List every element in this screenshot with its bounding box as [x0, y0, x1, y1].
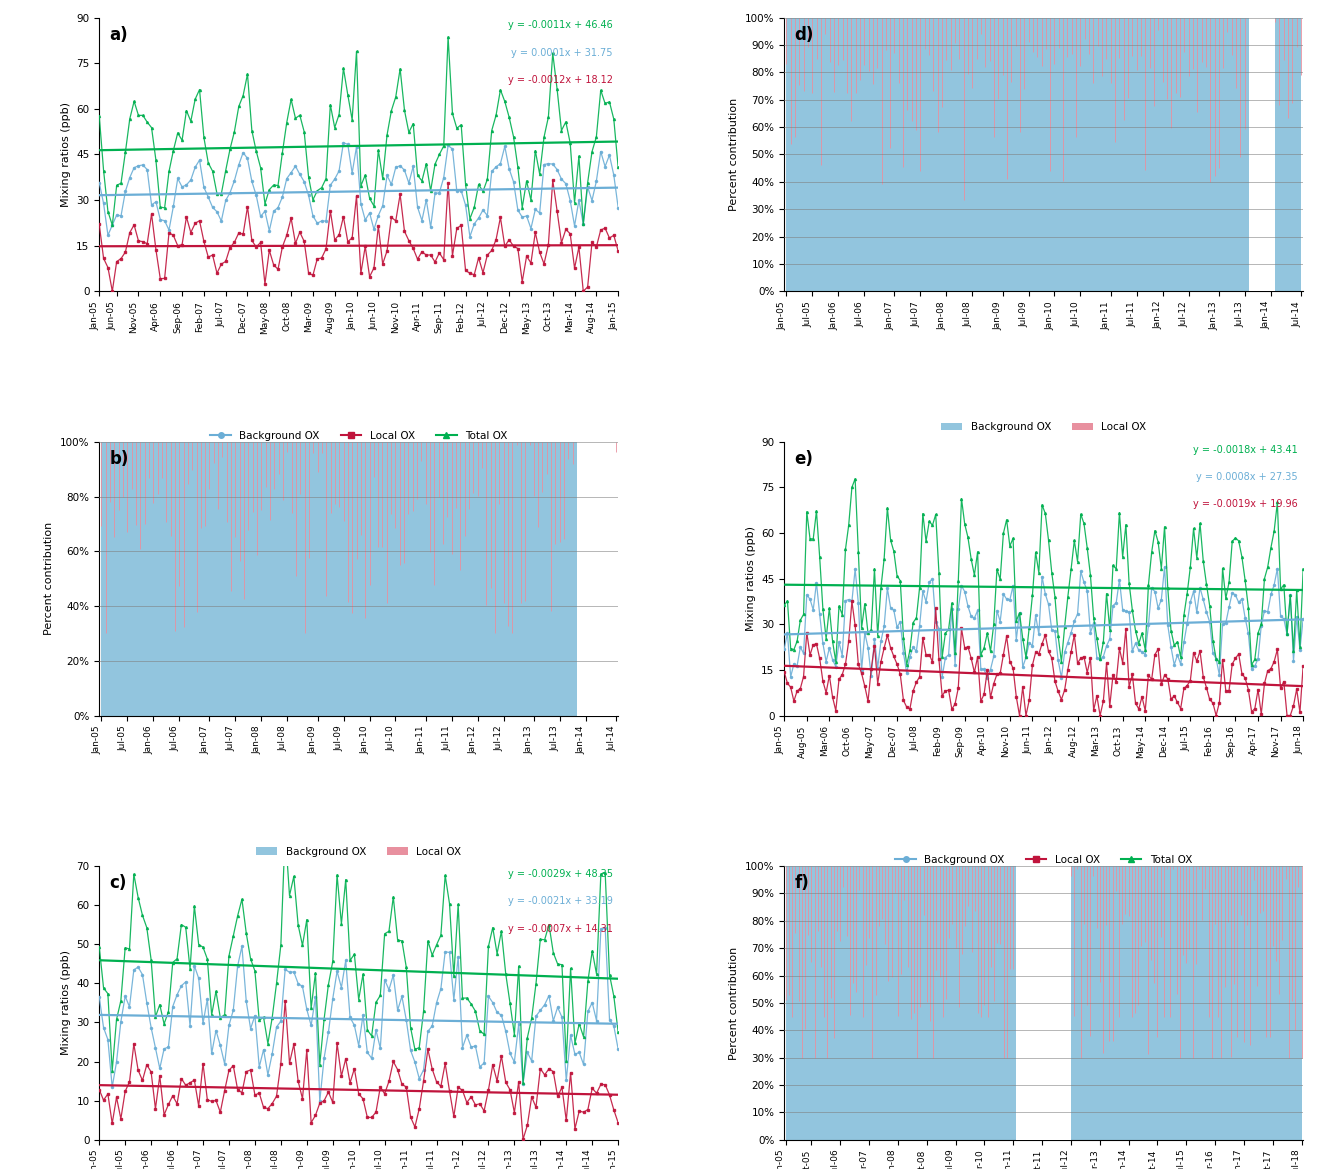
Text: e): e) [795, 450, 814, 468]
Text: y = -0.0007x + 14.31: y = -0.0007x + 14.31 [508, 924, 613, 934]
Text: y = -0.0019x + 19.96: y = -0.0019x + 19.96 [1193, 499, 1298, 510]
Y-axis label: Percent contribution: Percent contribution [45, 523, 54, 635]
Text: y = -0.0029x + 48.35: y = -0.0029x + 48.35 [508, 869, 613, 879]
Y-axis label: Mixing ratios (ppb): Mixing ratios (ppb) [61, 950, 71, 1056]
Text: a): a) [110, 26, 128, 43]
Text: y = -0.0011x + 46.46: y = -0.0011x + 46.46 [508, 20, 613, 30]
Legend: Background OX, Local OX, Total OX: Background OX, Local OX, Total OX [890, 851, 1196, 869]
Text: y = 0.0008x + 27.35: y = 0.0008x + 27.35 [1196, 472, 1298, 482]
Text: f): f) [795, 874, 810, 892]
Text: d): d) [795, 26, 814, 43]
Text: y = -0.0012x + 18.12: y = -0.0012x + 18.12 [508, 75, 613, 85]
Text: b): b) [110, 450, 128, 468]
Text: y = 0.0001x + 31.75: y = 0.0001x + 31.75 [512, 48, 613, 57]
Legend: Background OX, Local OX: Background OX, Local OX [937, 419, 1150, 436]
Y-axis label: Mixing ratios (ppb): Mixing ratios (ppb) [746, 526, 755, 631]
Text: y = -0.0021x + 33.19: y = -0.0021x + 33.19 [508, 897, 613, 906]
Y-axis label: Mixing ratios (ppb): Mixing ratios (ppb) [61, 102, 70, 207]
Y-axis label: Percent contribution: Percent contribution [729, 946, 740, 1059]
Text: y = -0.0018x + 43.41: y = -0.0018x + 43.41 [1193, 444, 1298, 455]
Legend: Background OX, Local OX: Background OX, Local OX [253, 843, 466, 860]
Legend: Background OX, Local OX, Total OX: Background OX, Local OX, Total OX [206, 427, 512, 444]
Y-axis label: Percent contribution: Percent contribution [729, 98, 740, 212]
Text: c): c) [110, 874, 127, 892]
